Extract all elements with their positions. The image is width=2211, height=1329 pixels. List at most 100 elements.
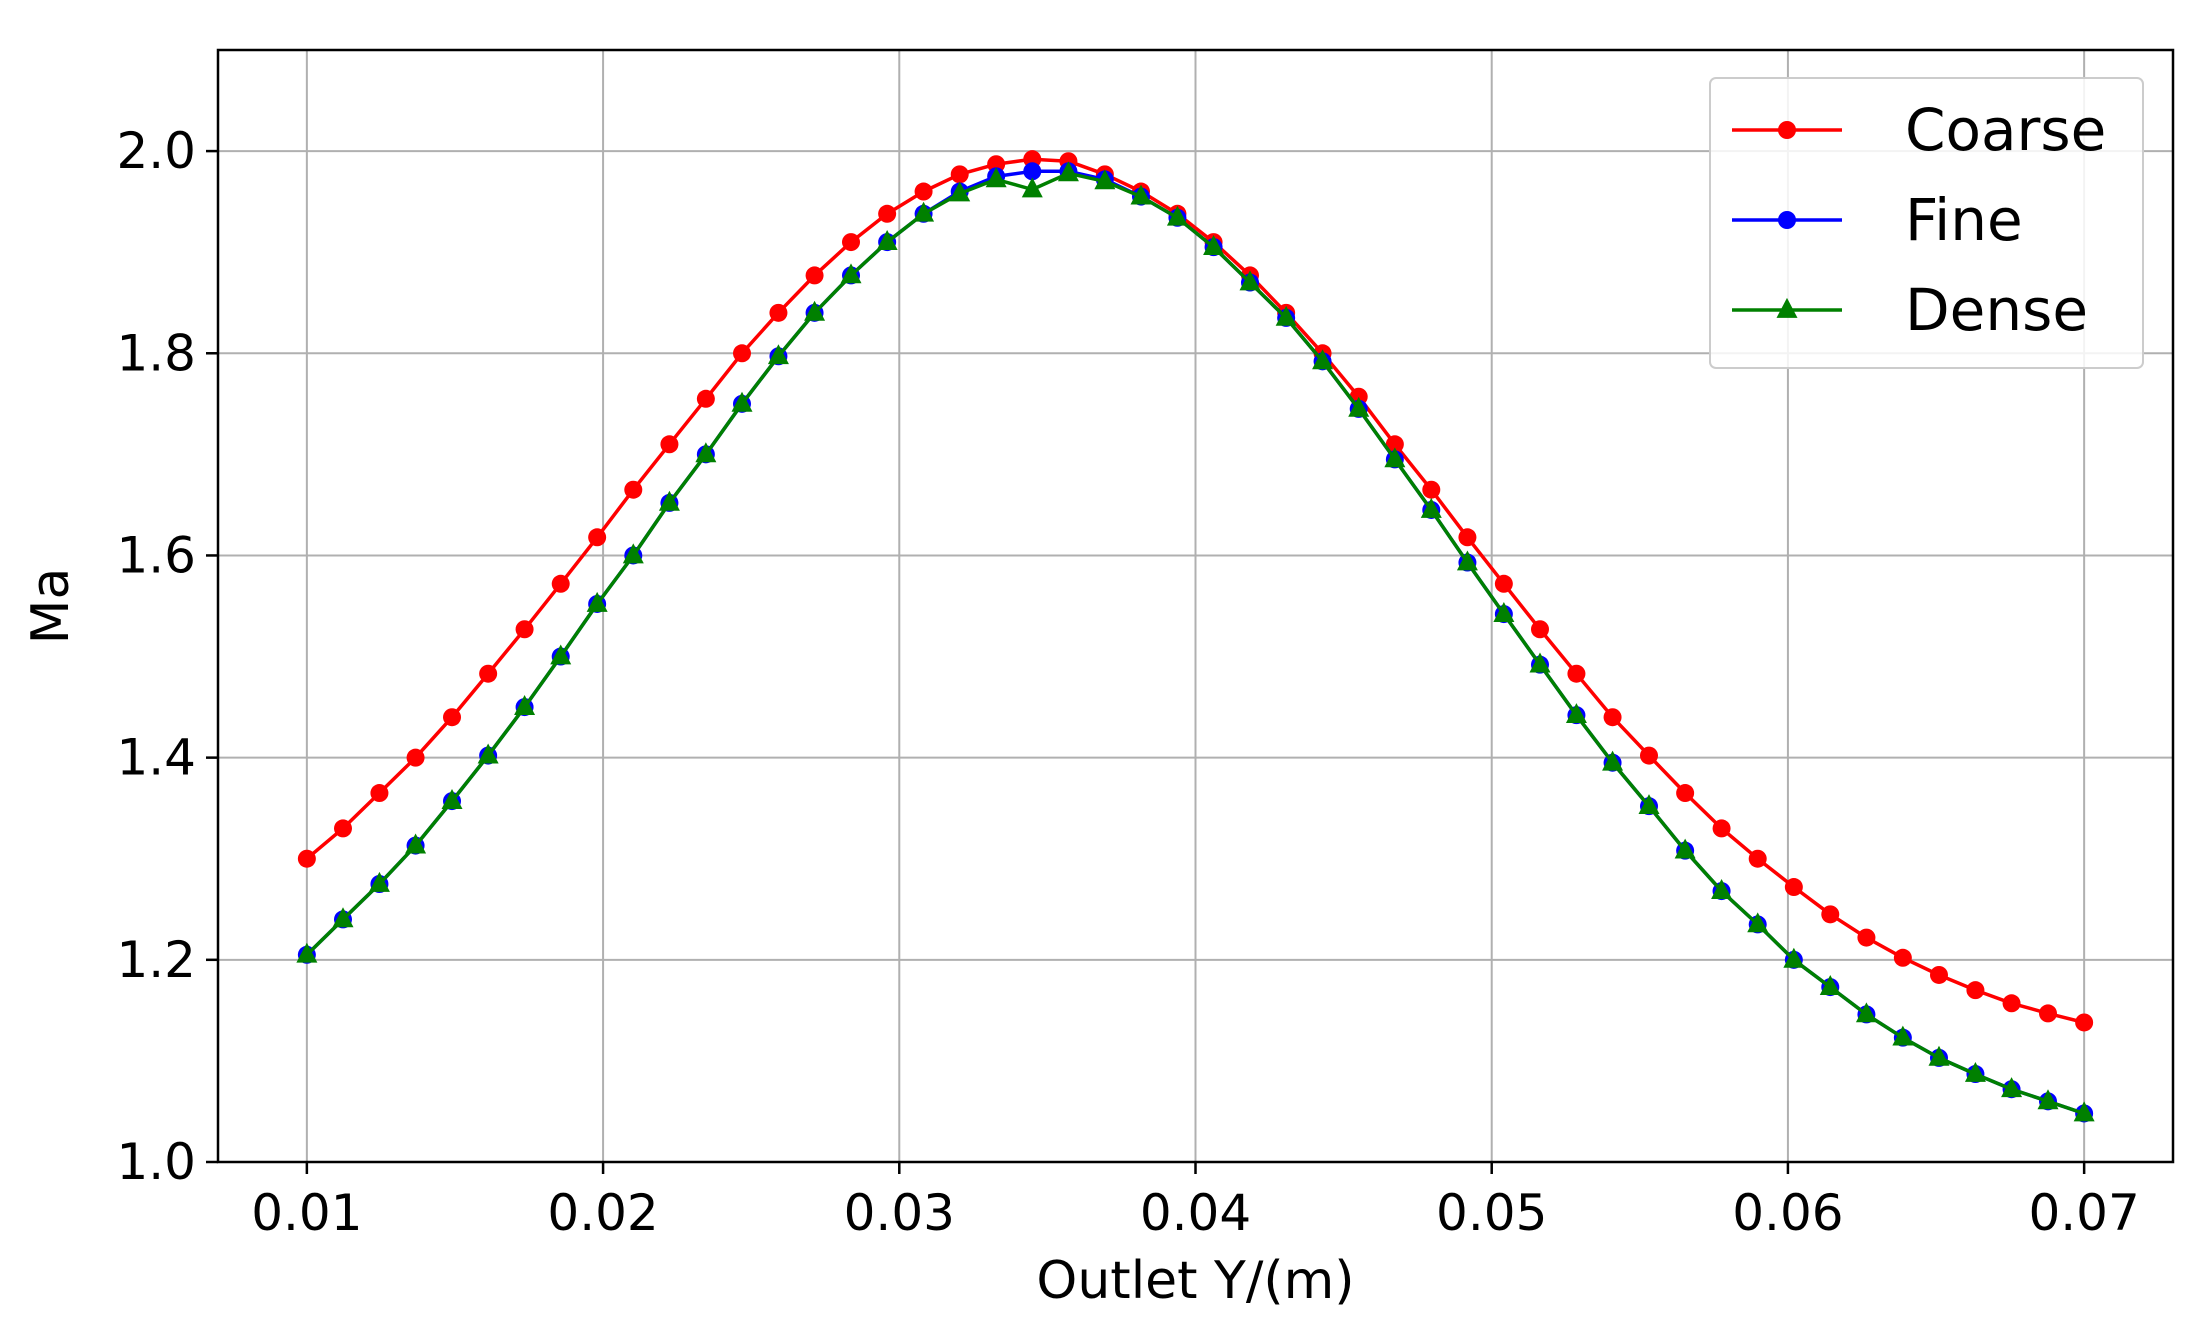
data-point-coarse (1640, 746, 1659, 765)
data-point-dense (1529, 652, 1551, 673)
data-point-coarse (297, 849, 316, 868)
data-point-dense (1747, 912, 1769, 933)
data-point-coarse (914, 182, 933, 201)
legend-label-fine: Fine (1905, 186, 2023, 254)
data-point-coarse (1748, 849, 1767, 868)
data-point-dense (1493, 602, 1515, 622)
data-point-coarse (551, 574, 570, 593)
data-point-dense (876, 229, 898, 250)
data-point-dense (2037, 1089, 2059, 1110)
data-point-coarse (1821, 905, 1840, 924)
data-point-dense (1456, 550, 1478, 571)
x-tick-label: 0.05 (1436, 1184, 1547, 1242)
data-point-dense (1275, 305, 1297, 326)
data-point-coarse (479, 664, 498, 683)
data-point-dense (1420, 497, 1442, 518)
data-point-dense (658, 490, 680, 511)
series-line-dense (305, 171, 2085, 1116)
data-point-dense (1892, 1025, 1914, 1046)
legend-marker-dense (1776, 297, 1798, 318)
data-point-coarse (443, 708, 462, 727)
data-point-coarse (660, 435, 679, 454)
y-tick-label: 2.0 (116, 122, 196, 180)
x-tick-label: 0.02 (547, 1184, 658, 1242)
data-point-coarse (1494, 574, 1513, 593)
data-point-dense (514, 695, 536, 715)
data-point-dense (405, 833, 427, 854)
data-point-dense (296, 942, 318, 963)
data-point-coarse (370, 784, 389, 803)
data-point-dense (368, 871, 390, 892)
x-axis-label: Outlet Y/(m) (1036, 1251, 1354, 1311)
data-point-dense (949, 181, 971, 202)
data-point-coarse (769, 303, 788, 322)
data-point-coarse (624, 480, 643, 499)
data-point-coarse (2038, 1004, 2057, 1023)
data-point-dense (1711, 879, 1733, 899)
data-point-dense (1203, 235, 1225, 256)
data-point-dense (2073, 1101, 2095, 1122)
data-point-coarse (1784, 878, 1803, 897)
data-point-dense (1638, 794, 1660, 815)
data-point-coarse (1385, 435, 1404, 454)
x-tick-label: 0.01 (251, 1184, 362, 1242)
legend-marker-fine (1778, 211, 1796, 229)
data-point-dense (1057, 161, 1079, 182)
data-point-coarse (334, 819, 353, 838)
data-point-dense (1094, 169, 1116, 190)
data-point-dense (622, 543, 644, 564)
data-point-dense (586, 591, 608, 612)
data-point-coarse (842, 233, 861, 252)
data-point-dense (1166, 205, 1188, 226)
data-point-dense (1384, 447, 1406, 468)
data-point-coarse (1712, 819, 1731, 838)
data-point-coarse (1857, 928, 1876, 947)
data-point-coarse (805, 266, 824, 285)
x-tick-label: 0.07 (2028, 1184, 2139, 1242)
data-point-dense (1855, 1002, 1877, 1023)
data-point-coarse (1603, 708, 1622, 727)
data-point-dense (550, 644, 572, 665)
data-point-coarse (1929, 965, 1948, 984)
data-point-coarse (1458, 528, 1477, 547)
data-point-coarse (1966, 981, 1985, 1000)
data-point-dense (985, 167, 1007, 188)
series-lines (296, 150, 2095, 1123)
data-point-dense (1783, 947, 1805, 968)
data-point-dense (840, 263, 862, 284)
data-point-coarse (1676, 784, 1695, 803)
data-point-dense (1674, 838, 1696, 859)
data-point-dense (441, 789, 463, 809)
x-tick-label: 0.06 (1732, 1184, 1843, 1242)
axis-ticks: 0.01 0.02 0.03 0.04 0.05 0.06 0.07 1.0 1.2 1.4 1.6… (116, 122, 2139, 1242)
data-point-coarse (406, 748, 425, 767)
data-point-coarse (515, 620, 534, 639)
legend: Coarse Fine Dense (1709, 77, 2144, 369)
y-tick-label: 1.8 (116, 324, 196, 382)
data-point-dense (1928, 1045, 1950, 1066)
data-point-dense (1130, 184, 1152, 205)
x-tick-label: 0.04 (1140, 1184, 1251, 1242)
y-tick-label: 1.4 (116, 729, 196, 787)
data-point-coarse (1893, 948, 1912, 967)
legend-label-dense: Dense (1905, 276, 2088, 344)
data-point-dense (1021, 177, 1043, 198)
data-point-coarse (950, 165, 969, 184)
y-tick-label: 1.0 (116, 1133, 196, 1191)
legend-marker-coarse (1778, 121, 1796, 139)
data-point-dense (1348, 396, 1370, 417)
data-point-coarse (1422, 480, 1441, 499)
data-point-dense (731, 391, 753, 412)
data-point-coarse (878, 204, 897, 223)
data-point-dense (1312, 349, 1334, 370)
data-point-dense (1819, 975, 1841, 995)
data-point-coarse (1567, 664, 1586, 683)
series-dense (296, 161, 2095, 1122)
data-point-dense (1964, 1061, 1986, 1082)
data-point-coarse (696, 389, 715, 408)
data-point-dense (695, 442, 717, 463)
data-point-dense (913, 201, 935, 222)
data-point-fine (1023, 162, 1042, 181)
